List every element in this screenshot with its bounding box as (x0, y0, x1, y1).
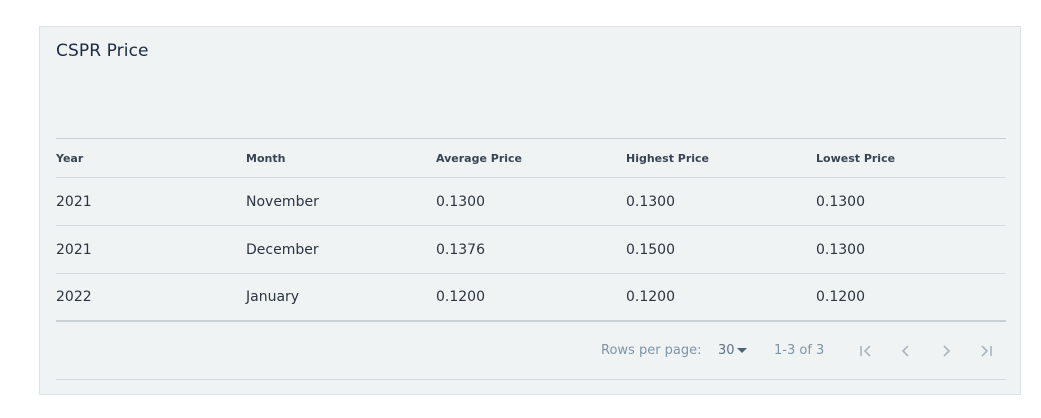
header-month: Month (246, 151, 286, 165)
cell-month: January (246, 289, 300, 305)
cell-average-price: 0.1376 (436, 241, 485, 258)
rows-per-page-value: 30 (718, 343, 735, 358)
next-page-button[interactable] (936, 341, 956, 361)
cell-highest-price: 0.1200 (626, 289, 675, 305)
header-year: Year (56, 151, 84, 165)
rows-per-page-label: Rows per page: (601, 343, 702, 358)
chevron-left-icon (901, 345, 909, 357)
price-card: CSPR Price Year Month Average Price High… (39, 26, 1021, 395)
header-highest-price: Highest Price (626, 151, 710, 165)
price-table: Year Month Average Price Highest Price L… (56, 138, 1006, 322)
cell-lowest-price: 0.1300 (816, 193, 865, 210)
last-page-icon (981, 345, 992, 357)
cell-month: December (246, 241, 319, 258)
cell-average-price: 0.1300 (436, 193, 485, 210)
cell-highest-price: 0.1300 (626, 193, 675, 210)
pagination-range: 1-3 of 3 (774, 343, 825, 358)
rows-per-page-select[interactable]: 30 (718, 343, 747, 358)
cell-lowest-price: 0.1300 (816, 241, 865, 258)
table-pagination: Rows per page: 30 1-3 of 3 (56, 325, 1006, 380)
first-page-button[interactable] (856, 341, 876, 361)
table-row: 2021 December 0.1376 0.1500 0.1300 (56, 226, 1006, 274)
last-page-button[interactable] (976, 341, 996, 361)
card-title: CSPR Price (56, 41, 149, 61)
cell-highest-price: 0.1500 (626, 241, 675, 258)
caret-down-icon (736, 348, 747, 353)
chevron-right-icon (943, 345, 951, 357)
table-row: 2022 January 0.1200 0.1200 0.1200 (56, 274, 1006, 322)
header-lowest-price: Lowest Price (816, 151, 896, 165)
first-page-icon (860, 345, 871, 357)
table-header-row: Year Month Average Price Highest Price L… (56, 138, 1006, 178)
cell-year: 2022 (56, 289, 92, 305)
header-average-price: Average Price (436, 151, 523, 165)
cell-year: 2021 (56, 241, 92, 258)
cell-average-price: 0.1200 (436, 289, 485, 305)
cell-year: 2021 (56, 193, 92, 210)
previous-page-button[interactable] (896, 341, 916, 361)
cell-month: November (246, 193, 319, 210)
cell-lowest-price: 0.1200 (816, 289, 865, 305)
table-row: 2021 November 0.1300 0.1300 0.1300 (56, 178, 1006, 226)
